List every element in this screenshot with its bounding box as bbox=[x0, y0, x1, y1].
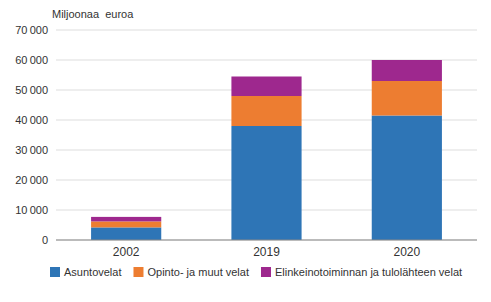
legend-swatch bbox=[133, 267, 143, 277]
y-tick-label: 50 000 bbox=[15, 84, 48, 96]
y-tick-label: 30 000 bbox=[15, 144, 48, 156]
chart: Miljoonaa euroa 0 10 000 20 000 30 000 40 000… bbox=[0, 0, 491, 302]
legend-swatch bbox=[50, 267, 60, 277]
bar-segment bbox=[372, 60, 442, 81]
x-tick-label: 2002 bbox=[113, 245, 140, 259]
bar-segment bbox=[231, 96, 301, 126]
legend-item: Opinto- ja muut velat bbox=[133, 266, 249, 278]
legend-swatch bbox=[261, 267, 271, 277]
grid-line bbox=[56, 30, 477, 31]
legend-item: Asuntovelat bbox=[50, 266, 121, 278]
y-tick-label: 40 000 bbox=[15, 114, 48, 126]
y-tick-label: 0 bbox=[42, 234, 48, 246]
bar-segment bbox=[91, 221, 161, 227]
bar-segment bbox=[91, 217, 161, 222]
legend: Asuntovelat Opinto- ja muut velat Elinkein… bbox=[50, 266, 462, 278]
y-tick-label: 10 000 bbox=[15, 204, 48, 216]
legend-label: Opinto- ja muut velat bbox=[147, 266, 249, 278]
y-axis-label: Miljoonaa euroa bbox=[52, 8, 134, 20]
y-tick-label: 60 000 bbox=[15, 54, 48, 66]
bar-segment bbox=[231, 77, 301, 97]
legend-label: Elinkeinotoiminnan ja tulolähteen velat bbox=[275, 266, 462, 278]
bar-segment bbox=[372, 116, 442, 241]
grid-line bbox=[56, 240, 477, 241]
x-axis-line bbox=[56, 240, 477, 241]
legend-item: Elinkeinotoiminnan ja tulolähteen velat bbox=[261, 266, 462, 278]
y-tick-label: 70 000 bbox=[15, 24, 48, 36]
legend-label: Asuntovelat bbox=[64, 266, 121, 278]
y-tick-label: 20 000 bbox=[15, 174, 48, 186]
x-tick-label: 2019 bbox=[253, 245, 280, 259]
grid bbox=[56, 30, 477, 240]
bars bbox=[91, 60, 442, 240]
bar-segment bbox=[91, 227, 161, 240]
bar-segment bbox=[231, 126, 301, 240]
bar-segment bbox=[372, 81, 442, 116]
x-tick-label: 2020 bbox=[393, 245, 420, 259]
